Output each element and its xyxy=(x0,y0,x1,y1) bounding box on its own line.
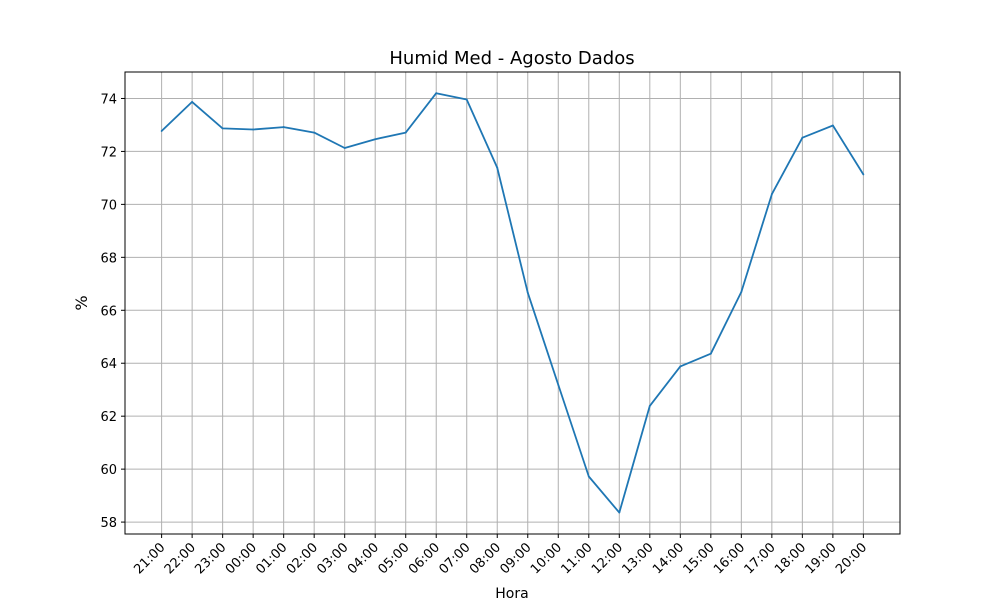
data-point xyxy=(801,136,804,139)
data-point xyxy=(770,193,773,195)
x-tick-label: 09:00 xyxy=(497,540,534,577)
y-tick-label: 60 xyxy=(100,463,117,478)
data-point xyxy=(648,404,651,407)
x-tick-label: 10:00 xyxy=(528,540,565,577)
data-point xyxy=(679,365,682,368)
axes-frame xyxy=(124,71,901,535)
x-tick-label: 22:00 xyxy=(162,540,199,577)
data-point xyxy=(496,166,499,169)
grid-lines xyxy=(125,72,900,534)
data-point xyxy=(557,384,560,386)
x-tick-label: 02:00 xyxy=(284,540,321,577)
data-point xyxy=(740,291,743,293)
data-point xyxy=(282,126,285,128)
y-tick-label: 62 xyxy=(100,410,117,425)
x-tick-label: 07:00 xyxy=(436,540,473,577)
data-point xyxy=(252,128,255,131)
series-line xyxy=(160,92,865,514)
x-tick-label: 14:00 xyxy=(650,540,687,577)
x-tick-label: 16:00 xyxy=(711,540,748,577)
y-tick-label: 64 xyxy=(100,357,117,372)
data-point xyxy=(343,147,346,149)
chart-title: Humid Med - Agosto Dados xyxy=(389,48,634,69)
y-axis-ticks: 58 60 62 64 66 68 70 72 74 xyxy=(100,92,125,531)
data-point xyxy=(374,138,377,141)
x-tick-label: 17:00 xyxy=(742,540,779,577)
x-tick-label: 11:00 xyxy=(559,540,596,577)
x-tick-label: 13:00 xyxy=(620,540,657,577)
y-tick-label: 70 xyxy=(100,198,117,213)
data-point xyxy=(435,92,438,95)
y-tick-label: 72 xyxy=(100,145,117,160)
data-point xyxy=(618,511,621,514)
x-tick-label: 21:00 xyxy=(131,540,168,577)
data-point xyxy=(709,352,712,355)
x-tick-label: 23:00 xyxy=(192,540,229,577)
x-tick-label: 05:00 xyxy=(375,540,412,577)
data-point xyxy=(160,130,163,132)
x-axis-ticks: 21:0022:0023:0000:0001:0002:0003:0004:00… xyxy=(131,534,870,577)
data-point xyxy=(587,475,590,478)
series-layer xyxy=(160,92,865,514)
data-point xyxy=(465,98,468,101)
x-tick-label: 15:00 xyxy=(681,540,718,577)
x-tick-label: 20:00 xyxy=(833,540,870,577)
y-tick-label: 58 xyxy=(100,516,117,531)
x-axis-label: Hora xyxy=(495,586,528,600)
data-point xyxy=(313,131,316,134)
data-point xyxy=(221,127,224,130)
x-tick-label: 01:00 xyxy=(253,540,290,577)
data-point xyxy=(526,291,529,294)
y-tick-label: 68 xyxy=(100,251,117,266)
x-tick-label: 03:00 xyxy=(314,540,351,577)
x-tick-label: 06:00 xyxy=(406,540,443,577)
y-tick-label: 66 xyxy=(100,304,117,319)
x-tick-label: 19:00 xyxy=(803,540,840,577)
x-tick-label: 18:00 xyxy=(772,540,809,577)
x-tick-label: 04:00 xyxy=(345,540,382,577)
data-point xyxy=(862,173,865,176)
y-tick-label: 74 xyxy=(100,92,117,107)
x-tick-label: 12:00 xyxy=(589,540,626,577)
data-point xyxy=(191,101,194,103)
data-point xyxy=(831,124,834,127)
x-tick-label: 00:00 xyxy=(223,540,260,577)
x-tick-label: 08:00 xyxy=(467,540,504,577)
data-point xyxy=(404,131,407,134)
y-axis-label: % xyxy=(72,295,91,310)
